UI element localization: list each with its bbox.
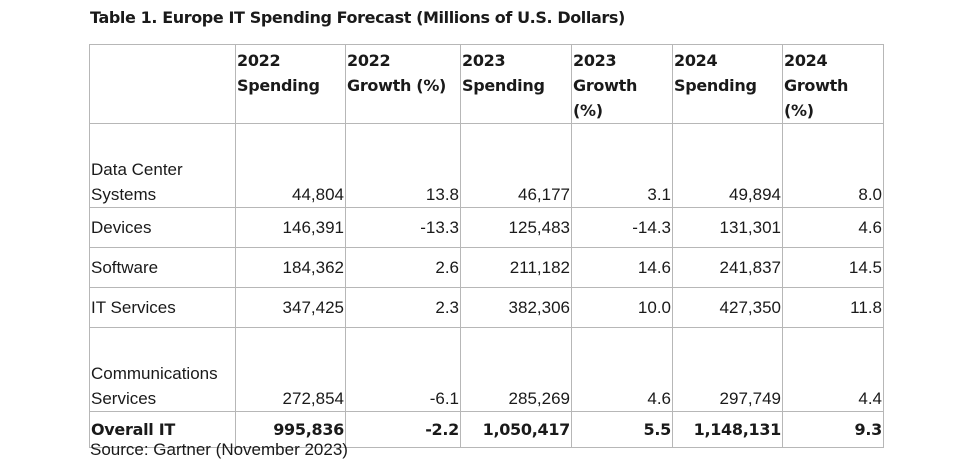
table-cell: 14.5 [782,247,884,288]
table-cell: 3.1 [571,123,673,208]
table-cell: 9.3 [782,411,884,448]
header-cell: 2023 Growth (%) [571,44,673,124]
table-cell: 211,182 [460,247,572,288]
table-cell: 4.4 [782,327,884,412]
table-row: Software 184,362 2.6 211,182 14.6 241,83… [89,247,884,288]
table-cell: 184,362 [235,247,346,288]
table-cell: 285,269 [460,327,572,412]
table-cell: -13.3 [345,207,461,248]
table-cell: -14.3 [571,207,673,248]
table-cell: 427,350 [672,287,783,328]
row-label: Communications Services [89,327,236,412]
table-cell: 995,836 [235,411,346,448]
row-label: Data Center Systems [89,123,236,208]
table-cell: 1,050,417 [460,411,572,448]
table-row: Communications Services 272,854 -6.1 285… [89,327,884,412]
header-cell: 2023 Spending [460,44,572,124]
table-cell: 241,837 [672,247,783,288]
table-cell: 1,148,131 [672,411,783,448]
table-cell: 11.8 [782,287,884,328]
table-cell: 2.6 [345,247,461,288]
table-cell: 4.6 [782,207,884,248]
table-cell: 2.3 [345,287,461,328]
row-label: Devices [89,207,236,248]
table-row: IT Services 347,425 2.3 382,306 10.0 427… [89,287,884,328]
table-cell: -6.1 [345,327,461,412]
table-row: Data Center Systems 44,804 13.8 46,177 3… [89,123,884,208]
table-cell: 347,425 [235,287,346,328]
table-cell: 49,894 [672,123,783,208]
table-cell: 125,483 [460,207,572,248]
table-cell: 146,391 [235,207,346,248]
row-label: Software [89,247,236,288]
table-cell: 10.0 [571,287,673,328]
table-cell: 131,301 [672,207,783,248]
spending-table: 2022 Spending 2022 Growth (%) 2023 Spend… [89,44,884,448]
table-cell: 13.8 [345,123,461,208]
row-label: IT Services [89,287,236,328]
header-cell: 2022 Growth (%) [345,44,461,124]
row-label: Overall IT [89,411,236,448]
table-cell: -2.2 [345,411,461,448]
table-cell: 297,749 [672,327,783,412]
table-title: Table 1. Europe IT Spending Forecast (Mi… [90,8,625,27]
table-cell: 8.0 [782,123,884,208]
header-row: 2022 Spending 2022 Growth (%) 2023 Spend… [89,44,884,124]
header-cell [89,44,236,124]
table-cell: 14.6 [571,247,673,288]
table-cell: 4.6 [571,327,673,412]
table-cell: 382,306 [460,287,572,328]
total-row: Overall IT 995,836 -2.2 1,050,417 5.5 1,… [89,411,884,448]
table-cell: 46,177 [460,123,572,208]
table-cell: 272,854 [235,327,346,412]
header-cell: 2024 Growth (%) [782,44,884,124]
table-cell: 44,804 [235,123,346,208]
table-cell: 5.5 [571,411,673,448]
table-row: Devices 146,391 -13.3 125,483 -14.3 131,… [89,207,884,248]
header-cell: 2024 Spending [672,44,783,124]
header-cell: 2022 Spending [235,44,346,124]
source-note: Source: Gartner (November 2023) [90,440,348,459]
